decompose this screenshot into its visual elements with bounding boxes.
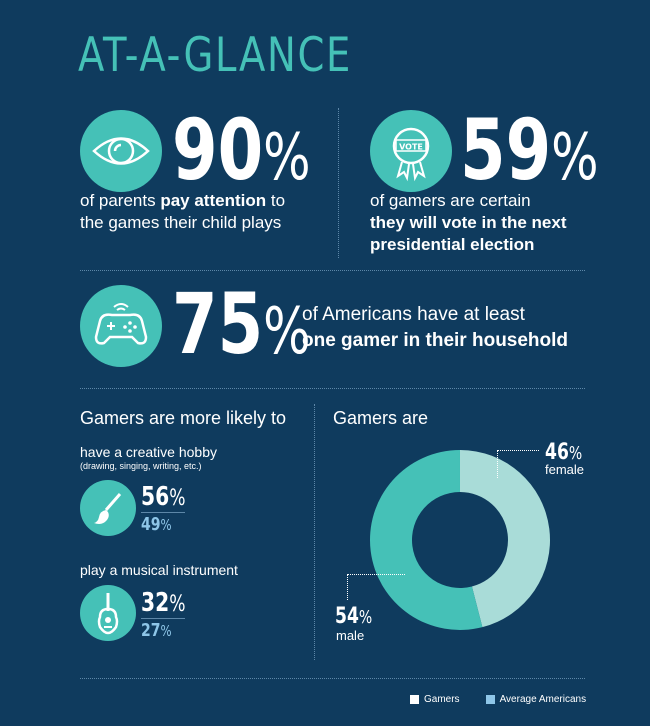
vote-badge-icon: VOTE (392, 127, 430, 182)
likely-item-2-rule (141, 618, 185, 619)
male-label: male (336, 628, 365, 643)
likely-item-2-gamers-pct: % (169, 592, 186, 617)
male-leader-v (347, 574, 348, 600)
stat2-pct: % (551, 121, 599, 195)
stat1-text-bold: pay attention (160, 191, 267, 210)
likely-item-1-gamers-pct: % (169, 486, 186, 511)
gamepad-icon-circle (80, 285, 162, 367)
stat1-text-b: to (266, 191, 286, 210)
vote-badge-text: VOTE (399, 143, 423, 152)
likely-item-1-average-value: 49 (141, 514, 161, 535)
page-title: AT-A-GLANCE (78, 28, 352, 83)
eye-icon-circle (80, 110, 162, 192)
ukulele-icon (97, 593, 119, 635)
gamepad-icon (94, 303, 148, 345)
gender-donut-chart (369, 450, 550, 630)
female-label: female (545, 462, 585, 477)
female-value-pct: % (568, 443, 583, 464)
legend: Gamers Average Americans (410, 694, 586, 705)
likely-item-2-label: play a musical instrument (80, 562, 238, 578)
likely-item-1-label: have a creative hobby (80, 444, 217, 460)
female-leader-h (497, 450, 539, 451)
female-value: 46% (545, 442, 582, 464)
likely-item-1-average: 49% (141, 516, 172, 534)
donut-segment-male (369, 450, 483, 630)
likely-item-1-gamers-value: 56 (141, 482, 170, 512)
eye-icon (92, 137, 150, 165)
stat2-text-bold1: they will vote in the next (370, 213, 567, 232)
legend-swatch-average (485, 695, 495, 704)
male-value-number: 54 (335, 604, 359, 629)
guitar-icon-circle (80, 585, 136, 641)
legend-label-average: Average Americans (499, 694, 587, 705)
stat3-pct: % (263, 295, 311, 369)
stat3-value: 75 (172, 275, 264, 373)
brush-icon-circle (80, 480, 136, 536)
stat1-value: 90 (172, 101, 264, 199)
likely-item-1-gamers: 56% (141, 484, 186, 510)
likely-item-2-average-pct: % (160, 622, 172, 640)
stat1-pct: % (263, 121, 311, 195)
divider-vertical-top (338, 108, 339, 258)
donut-segment-female (460, 450, 550, 628)
vote-badge-circle: VOTE (370, 110, 452, 192)
likely-item-2-average: 27% (141, 622, 172, 640)
stat3-text: of Americans have at least one gamer in … (302, 302, 622, 354)
female-value-number: 46 (545, 440, 569, 465)
divider-horizontal-1 (80, 270, 585, 271)
stat3-text-bold: one gamer in their household (302, 330, 569, 351)
stat2-value-wrap: 59% (460, 108, 599, 192)
stat2-text-bold2: presidential election (370, 235, 535, 254)
legend-swatch-gamers (410, 695, 419, 704)
stat2-text-a: of gamers are certain (370, 191, 531, 210)
likely-item-1-rule (141, 512, 185, 513)
male-value: 54% (335, 606, 372, 628)
likely-item-1-average-pct: % (160, 516, 172, 534)
divider-horizontal-3 (80, 678, 585, 679)
stat3-value-wrap: 75% (172, 282, 311, 366)
stat1-value-wrap: 90% (172, 108, 311, 192)
likely-heading: Gamers are more likely to (80, 408, 287, 428)
likely-item-2-gamers-value: 32 (141, 588, 170, 618)
gender-heading: Gamers are (333, 408, 429, 428)
stat2-value: 59 (460, 101, 552, 199)
divider-vertical-bottom (314, 404, 315, 660)
stat1-text: of parents pay attention to the games th… (80, 190, 320, 234)
legend-label-gamers: Gamers (424, 694, 460, 705)
paintbrush-icon (94, 493, 122, 524)
divider-horizontal-2 (80, 388, 585, 389)
likely-item-2-average-value: 27 (141, 620, 161, 641)
stat1-text-c: the games their child plays (80, 213, 282, 232)
likely-item-2-gamers: 32% (141, 590, 186, 616)
male-leader-h (347, 574, 405, 575)
female-leader-v (497, 450, 498, 478)
stat1-text-a: of parents (80, 191, 161, 210)
stat2-text: of gamers are certain they will vote in … (370, 190, 630, 256)
likely-item-1-sub: (drawing, singing, writing, etc.) (80, 461, 202, 471)
male-value-pct: % (358, 607, 373, 628)
stat3-text-a: of Americans have at least (302, 304, 525, 325)
